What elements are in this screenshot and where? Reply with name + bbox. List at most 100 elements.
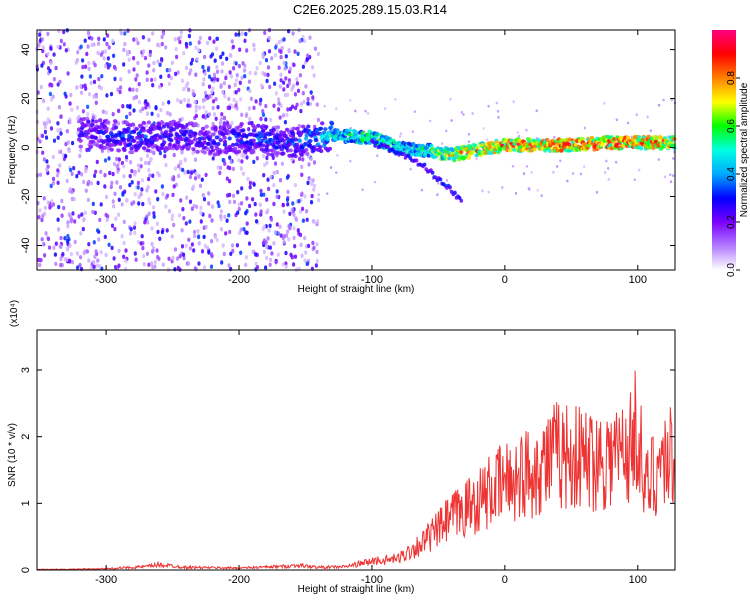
spectrogram-cell: [103, 129, 109, 134]
spectrogram-cell: [277, 107, 281, 112]
spectrogram-cell: [244, 255, 248, 260]
spectrogram-cell: [79, 90, 84, 95]
spectrogram-cell: [273, 53, 277, 58]
spectrogram-cell: [43, 124, 47, 130]
spectrogram-cell: [203, 71, 207, 76]
spectrogram-cell: [635, 113, 638, 117]
spectrogram-cell: [152, 211, 156, 216]
spectrogram-cell: [251, 138, 256, 143]
spectrogram-cell: [112, 204, 116, 209]
spectrogram-cell: [245, 48, 249, 53]
spectrogram-cell: [270, 251, 274, 256]
spectrogram-cell: [147, 197, 151, 202]
spectrogram-cell: [140, 234, 144, 239]
spectrogram-cell: [316, 51, 320, 57]
spectrogram-cell: [46, 236, 51, 242]
spectrogram-cell: [267, 228, 271, 233]
spectrogram-cell: [202, 140, 207, 145]
spectrogram-cell: [130, 150, 135, 155]
spectrogram-cell: [295, 102, 299, 108]
spectrogram-cell: [318, 126, 324, 131]
spectrogram-cell: [59, 235, 63, 241]
spectrogram-cell: [82, 217, 86, 223]
spectrogram-cell: [42, 98, 46, 104]
colorbar-tick-label: 0.8: [726, 71, 737, 85]
spectrogram-cell: [145, 214, 149, 219]
spectrogram-cell: [248, 116, 252, 122]
spectrogram-cell: [240, 112, 244, 118]
spectrogram-cell: [115, 180, 119, 185]
spectrogram-cell: [292, 62, 296, 68]
spectrogram-cell: [320, 121, 325, 126]
spectrogram-cell: [228, 53, 232, 58]
spectrogram-cell: [657, 103, 661, 107]
spectrogram-cell: [171, 255, 175, 261]
spectrogram-cell: [222, 81, 226, 86]
spectrogram-cell: [487, 190, 490, 194]
spectrogram-cell: [231, 166, 235, 172]
spectrogram-cell: [183, 97, 187, 103]
snr-series-line: [37, 370, 676, 571]
spectrogram-cell: [203, 97, 207, 102]
spectrogram-cell: [152, 60, 156, 66]
spectrogram-cell: [438, 177, 443, 182]
spectrogram-cell: [96, 180, 100, 186]
spectrogram-cell: [226, 193, 230, 198]
spectrogram-cell: [190, 170, 194, 175]
spectrogram-cell: [275, 189, 279, 194]
spectrogram-cell: [182, 216, 186, 221]
spectrogram-cell: [131, 129, 137, 134]
spectrogram-cell: [312, 219, 316, 224]
spectrogram-cell: [284, 264, 288, 269]
spectrogram-cell: [56, 135, 60, 140]
spectrogram-cell: [374, 140, 379, 145]
spectrogram-cell: [124, 266, 128, 272]
spectrogram-cell: [167, 142, 172, 147]
spectrogram-cell: [230, 243, 235, 248]
spectrogram-cell: [130, 122, 136, 127]
spectrogram-cell: [97, 237, 101, 242]
spectrogram-cell: [189, 68, 193, 73]
spectrogram-cell: [288, 225, 292, 231]
spectrogram-cell: [316, 197, 321, 203]
spectrogram-cell: [97, 84, 101, 90]
spectrogram-cell: [210, 253, 214, 258]
spectrogram-cell: [153, 77, 157, 82]
spectrogram-cell: [268, 262, 272, 267]
spectrogram-cell: [61, 252, 65, 257]
spectrogram-cell: [86, 182, 90, 187]
spectrogram-cell: [259, 147, 264, 152]
spectrogram-cell: [207, 84, 212, 89]
colorbar-label: Normalized spectral amplitude: [739, 82, 750, 217]
spectrogram-cell: [335, 107, 338, 110]
spectrogram-cell: [57, 105, 62, 110]
spectrogram-cell: [132, 108, 136, 113]
spectrogram-cell: [160, 184, 164, 189]
spectrogram-cell: [64, 154, 68, 159]
spectrogram-cell: [232, 199, 237, 205]
spectrogram-cell: [132, 37, 136, 42]
spectrogram-cell: [46, 106, 50, 111]
spectrogram-cell: [85, 51, 89, 57]
spectrogram-cell: [78, 144, 83, 149]
spectrogram-cell: [155, 248, 159, 253]
spectrogram-cell: [305, 151, 310, 156]
spectrogram-cell: [172, 177, 176, 182]
spectrogram-cell: [290, 87, 294, 92]
spectrogram-cell: [122, 47, 126, 52]
spectrogram-cell: [180, 228, 184, 233]
spectrogram-cell: [222, 142, 228, 147]
spectrogram-cell: [133, 230, 137, 235]
spectrogram-cell: [182, 51, 186, 56]
spectrogram-cell: [265, 155, 269, 161]
spectrogram-cell: [164, 162, 168, 168]
spectrogram-cell: [290, 139, 295, 144]
spectrogram-cell: [496, 109, 500, 113]
spectrogram-cell: [226, 105, 230, 111]
spectrogram-y-axis-label: Frequency (Hz): [7, 116, 18, 185]
spectrogram-x-axis-label: Height of straight line (km): [298, 284, 415, 295]
spectrogram-cell: [608, 143, 613, 148]
spectrogram-cell: [204, 115, 208, 120]
spectrogram-cell: [132, 225, 137, 230]
spectrogram-cell: [184, 221, 188, 226]
